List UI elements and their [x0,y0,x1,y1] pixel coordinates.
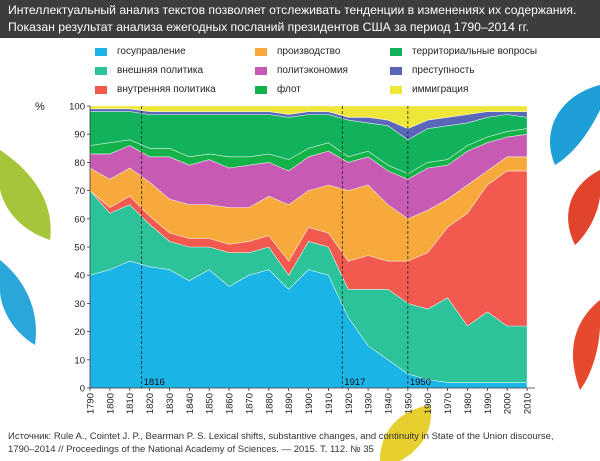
x-tick-label: 2010 [523,393,534,414]
annotation-label: 1950 [410,377,431,388]
legend-swatch [255,67,267,75]
y-tick-label: 50 [74,243,85,254]
source-line-2: 1790–2014 // Proceedings of the National… [8,443,374,455]
header-line-1: Интеллектуальный анализ текстов позволяе… [8,3,577,17]
leaf-shape-left-2 [0,260,36,345]
x-tick-label: 1930 [364,393,375,414]
source-citation: Источник: Rule A., Cointet J. P., Bearma… [8,431,598,456]
legend-label: внутренняя политика [117,84,216,95]
area-series-9 [89,105,528,129]
leaf-shape-right-3 [572,300,600,390]
chart-legend: госуправление внешняя политика внутренняя … [0,40,600,100]
page-header: Интеллектуальный анализ текстов позволяе… [0,0,600,38]
y-tick-label: 10 [74,355,85,366]
legend-label: преступность [412,65,475,76]
header-line-2: Показан результат анализа ежегодных посл… [8,20,530,34]
x-tick-label: 1990 [483,393,494,414]
legend-swatch [255,86,267,94]
annotation-label: 1917 [344,377,365,388]
x-tick-label: 1950 [403,393,414,414]
legend-swatch [390,67,402,75]
leaf-shape-right [550,85,600,165]
x-tick-label: 1800 [105,393,116,414]
x-tick-label: 1790 [86,393,97,414]
legend-swatch [390,86,402,94]
leaf-shape-right-2 [568,170,600,245]
legend-label: флот [277,84,301,95]
y-tick-label: 40 [74,271,85,282]
x-tick-label: 1850 [205,393,216,414]
legend-label: территориальные вопросы [412,46,538,57]
x-tick-label: 1840 [185,393,196,414]
x-tick-label: 1900 [304,393,315,414]
legend-swatch [95,48,107,56]
y-tick-label: 70 [74,186,85,197]
annotation-label: 1816 [144,377,165,388]
y-tick-label: 90 [74,130,85,141]
x-tick-label: 1970 [443,393,454,414]
legend-label: производство [277,46,341,57]
legend-label: внешняя политика [117,65,204,76]
legend-label: иммиграция [412,84,469,95]
y-tick-label: 60 [74,214,85,225]
legend-label: госуправление [117,46,186,57]
y-tick-label: 0 [80,384,85,395]
y-tick-label: 80 [74,158,85,169]
y-tick-label: 100 [69,102,85,113]
legend-label: политэкономия [277,65,348,76]
x-tick-label: 1820 [145,393,156,414]
source-line-1: Источник: Rule A., Cointet J. P., Bearma… [8,431,554,442]
x-tick-label: 1940 [383,393,394,414]
y-tick-label: 30 [74,299,85,310]
x-tick-label: 1870 [244,393,255,414]
x-tick-label: 1830 [165,393,176,414]
x-tick-label: 1880 [264,393,275,414]
x-tick-label: 1860 [225,393,236,414]
x-tick-label: 1960 [423,393,434,414]
x-tick-label: 2000 [503,393,514,414]
x-tick-label: 1980 [463,393,474,414]
x-tick-label: 1920 [344,393,355,414]
x-tick-label: 1810 [125,393,136,414]
legend-swatch [255,48,267,56]
legend-swatch [390,48,402,56]
x-tick-label: 1910 [324,393,335,414]
leaf-shape-left [0,150,51,240]
leaf-shape-bottom [380,405,431,461]
x-tick-label: 1890 [284,393,295,414]
y-axis-label: % [35,101,45,113]
legend-swatch [95,86,107,94]
legend-swatch [95,67,107,75]
y-tick-label: 20 [74,327,85,338]
